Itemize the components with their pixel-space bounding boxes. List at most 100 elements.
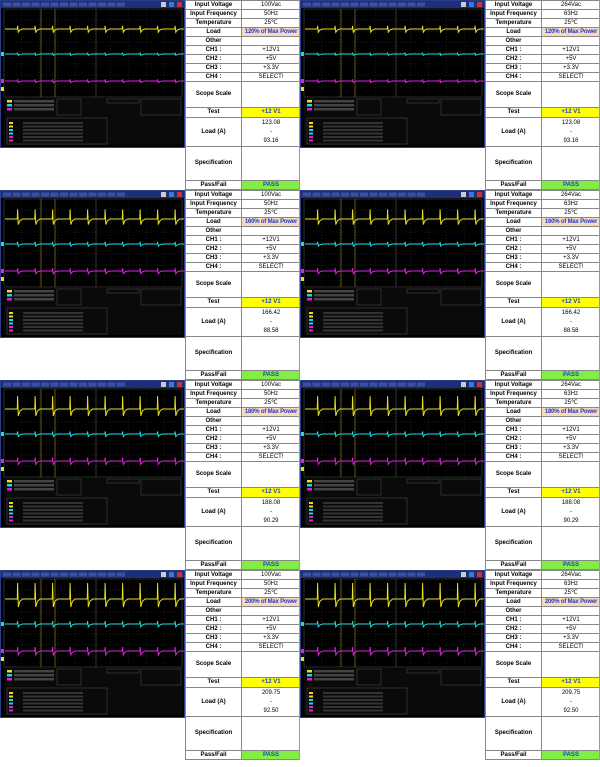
ch2-value: +5V	[241, 54, 299, 64]
math-box	[56, 98, 82, 116]
measurement-badge	[9, 502, 13, 504]
load-label: Load	[485, 27, 542, 37]
row-ch2: CH2 : +5V	[485, 54, 599, 64]
load-a-label: Load (A)	[185, 687, 242, 717]
menu-item	[388, 382, 397, 387]
temperature-value: 25℃	[241, 18, 299, 28]
ch3-value: +3.3V	[241, 63, 299, 73]
specification-value	[241, 146, 299, 181]
measurement-values	[323, 322, 383, 325]
row-scope-scale: Scope Scale	[185, 271, 299, 298]
row-other: Other	[185, 606, 299, 616]
temperature-value: 25℃	[541, 588, 599, 598]
spec-table: Input Voltage 100Vac Input Frequency 50H…	[185, 190, 299, 380]
temperature-label: Temperature	[485, 588, 542, 598]
channel-badge	[307, 480, 312, 483]
menu-item	[31, 2, 40, 7]
row-ch4: CH4 : SELECT!	[485, 72, 599, 82]
menu-item	[379, 572, 387, 577]
measurement-badge	[9, 692, 13, 694]
temperature-value: 25℃	[541, 208, 599, 218]
row-ch2: CH2 : +5V	[485, 244, 599, 254]
measurement-values	[23, 326, 83, 328]
menu-item	[88, 192, 97, 197]
ch2-value: +5V	[241, 624, 299, 634]
row-load: Load 180% of Max Power	[185, 407, 299, 417]
measurement-badge	[9, 329, 13, 332]
other-label: Other	[185, 226, 242, 236]
load-a-value: 123.08 - 93.16	[241, 117, 299, 147]
graticule	[303, 388, 483, 478]
menu-item	[388, 192, 397, 197]
measurement-values	[323, 516, 383, 518]
scope-scale-value	[541, 461, 599, 488]
row-temperature: Temperature 25℃	[185, 398, 299, 408]
menu-item	[12, 572, 21, 577]
measurement-values	[323, 505, 383, 508]
measurement-values	[23, 139, 83, 142]
ch3-value: +3.3V	[241, 443, 299, 453]
measurement-badge	[309, 132, 313, 135]
ch1-trace	[5, 396, 184, 416]
ground-marker-icon	[301, 467, 304, 471]
row-other: Other	[185, 226, 299, 236]
pass-fail-value: PASS	[541, 370, 599, 380]
menu-item	[350, 382, 359, 387]
ch4-label: CH4 :	[185, 72, 242, 82]
input-frequency-label: Input Frequency	[485, 389, 542, 399]
row-load-a: Load (A) 166.42 - 88.58	[185, 307, 299, 337]
input-frequency-value: 50Hz	[241, 579, 299, 589]
measurement-values	[323, 319, 383, 321]
menu-item	[322, 192, 330, 197]
row-ch4: CH4 : SELECT!	[185, 642, 299, 652]
ch3-label: CH3 :	[185, 633, 242, 643]
channel-badge	[307, 670, 312, 673]
menu-item	[50, 572, 59, 577]
scope-scale-value	[541, 81, 599, 108]
load-value: 160% of Max Power	[241, 217, 299, 227]
temperature-label: Temperature	[185, 588, 242, 598]
spec-table: Input Voltage 264Vac Input Frequency 63H…	[485, 190, 599, 380]
menu-item	[107, 572, 116, 577]
ch3-trace	[5, 79, 184, 84]
row-ch2: CH2 : +5V	[185, 624, 299, 634]
channel-badge	[307, 488, 312, 491]
channel-readout	[14, 484, 54, 487]
ch1-label: CH1 :	[185, 235, 242, 245]
input-frequency-value: 50Hz	[241, 199, 299, 209]
input-frequency-value: 63Hz	[541, 579, 599, 589]
measurement-table	[6, 117, 108, 145]
measurement-badge	[9, 139, 13, 142]
measurement-badge	[9, 699, 13, 701]
temperature-value: 25℃	[541, 398, 599, 408]
ground-marker-icon	[1, 277, 4, 281]
menu-item	[88, 2, 97, 7]
measurement-values	[23, 122, 83, 124]
row-ch3: CH3 : +3.3V	[485, 633, 599, 643]
menu-item	[50, 2, 59, 7]
load-value: 180% of Max Power	[241, 407, 299, 417]
load-label: Load	[485, 597, 542, 607]
ch1-label: CH1 :	[185, 45, 242, 55]
ground-marker-icon	[301, 277, 304, 281]
ch2-marker-icon	[301, 52, 304, 56]
ch3-label: CH3 :	[485, 253, 542, 263]
specification-value	[241, 716, 299, 751]
scope-scale-value	[241, 651, 299, 678]
row-input-frequency: Input Frequency 50Hz	[185, 579, 299, 589]
oscilloscope-display	[1, 571, 184, 715]
menu-item	[3, 382, 11, 387]
oscilloscope-display	[1, 191, 184, 335]
trigger-box	[406, 478, 440, 484]
window-button	[161, 382, 166, 387]
measurement-badge	[9, 136, 13, 138]
ch3-value: +3.3V	[541, 63, 599, 73]
test-panel: Input Voltage 264Vac Input Frequency 63H…	[300, 380, 600, 570]
measurement-badge	[309, 709, 313, 712]
load-min: 88.58	[563, 327, 579, 334]
pass-fail-label: Pass/Fail	[185, 180, 242, 190]
menu-item	[312, 382, 321, 387]
pass-fail-value: PASS	[541, 180, 599, 190]
menu-item	[3, 572, 11, 577]
